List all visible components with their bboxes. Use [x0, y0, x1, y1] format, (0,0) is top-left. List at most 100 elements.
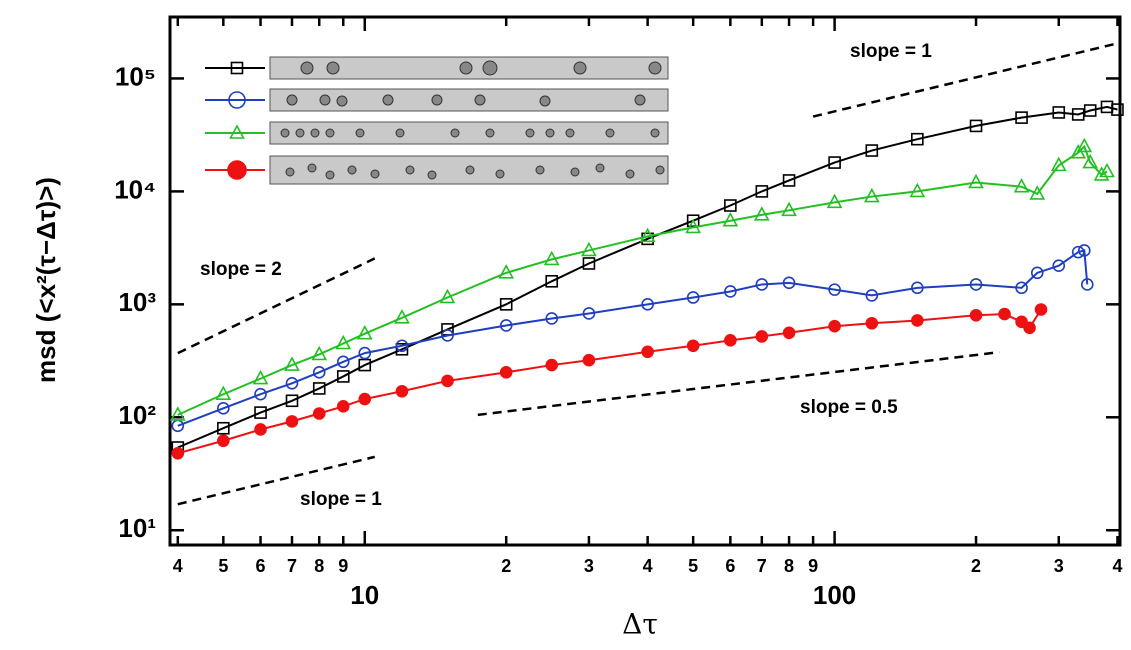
marker	[582, 307, 596, 320]
marker	[254, 387, 267, 401]
y-axis-label: msd (<x²(τ−Δτ)>)	[31, 177, 61, 383]
marker	[336, 355, 350, 369]
marker	[755, 278, 769, 291]
y-tick-label: 10¹	[118, 513, 156, 543]
marker	[1083, 104, 1097, 117]
marker	[1050, 156, 1067, 172]
legend-marker	[229, 124, 245, 139]
marker	[782, 276, 796, 290]
x-tick-label: 7	[287, 556, 297, 576]
marker	[639, 227, 656, 243]
marker	[582, 353, 596, 367]
marker	[863, 187, 880, 203]
marker	[312, 407, 326, 420]
marker	[252, 369, 269, 385]
x-tick-label: 100	[813, 580, 856, 610]
marker	[499, 366, 513, 379]
marker	[1099, 162, 1115, 178]
marker	[171, 446, 185, 460]
marker	[395, 342, 409, 356]
marker	[284, 356, 300, 371]
marker	[724, 199, 737, 212]
x-tick-label: 4	[1112, 556, 1122, 576]
series-line	[177, 249, 1089, 427]
marker	[581, 241, 597, 257]
marker	[865, 144, 879, 157]
marker	[1080, 278, 1094, 291]
marker	[336, 370, 350, 383]
marker	[686, 339, 700, 353]
x-tick-label: 2	[501, 556, 511, 576]
x-tick-label: 3	[584, 556, 594, 576]
series-line	[177, 144, 1108, 416]
marker	[828, 283, 841, 296]
marker	[441, 329, 454, 342]
marker	[641, 345, 654, 359]
marker	[686, 214, 700, 228]
plot-frame	[168, 15, 1122, 547]
x-tick-label: 2	[971, 556, 981, 576]
marker	[1093, 166, 1110, 181]
marker	[911, 314, 924, 327]
marker	[1076, 137, 1093, 153]
series	[171, 100, 1124, 454]
marker	[1029, 185, 1046, 200]
marker	[395, 339, 409, 353]
series-line	[177, 308, 1042, 455]
marker	[686, 291, 700, 304]
legend-marker	[227, 160, 247, 180]
marker	[968, 173, 984, 189]
marker	[1052, 106, 1066, 119]
marker	[358, 358, 372, 372]
marker	[969, 119, 983, 133]
x-tick-label: 5	[688, 556, 698, 576]
marker	[1082, 153, 1099, 169]
marker	[358, 346, 372, 360]
marker	[724, 285, 737, 298]
marker	[998, 307, 1011, 321]
marker	[781, 201, 797, 217]
marker	[909, 182, 926, 198]
marker	[641, 298, 654, 311]
marker	[1071, 108, 1085, 121]
marker	[865, 289, 879, 302]
reference-line	[177, 257, 376, 355]
marker	[969, 308, 983, 322]
marker	[722, 212, 739, 227]
marker	[217, 421, 230, 435]
marker	[753, 206, 770, 221]
marker	[755, 330, 769, 343]
inset-image	[269, 56, 669, 185]
x-tick-label: 3	[1054, 556, 1064, 576]
marker	[335, 334, 352, 350]
x-tick-label: 4	[643, 556, 653, 576]
reference-label: slope = 1	[850, 41, 932, 62]
reference-label: slope = 2	[200, 259, 282, 280]
series	[171, 244, 1094, 433]
reference-line	[177, 455, 376, 506]
reference-label: slope = 1	[300, 489, 382, 510]
marker	[312, 382, 326, 395]
x-tick-label: 8	[784, 556, 794, 576]
x-tick-label: 7	[757, 556, 767, 576]
x-tick-label: 9	[338, 556, 348, 576]
marker	[1071, 245, 1085, 259]
marker	[499, 319, 513, 332]
x-tick-label: 8	[314, 556, 324, 576]
marker	[441, 374, 454, 388]
marker	[395, 384, 409, 398]
marker	[285, 394, 299, 408]
marker	[439, 288, 456, 304]
marker	[545, 312, 559, 325]
marker	[498, 264, 515, 279]
reference-line	[812, 42, 1116, 118]
marker	[1111, 103, 1124, 116]
x-tick-label: 4	[173, 556, 183, 576]
reference-line	[477, 350, 1000, 417]
marker	[969, 278, 983, 291]
marker	[828, 156, 841, 169]
marker	[826, 193, 843, 209]
legend-marker	[228, 91, 246, 109]
y-tick-label: 10²	[118, 400, 156, 430]
